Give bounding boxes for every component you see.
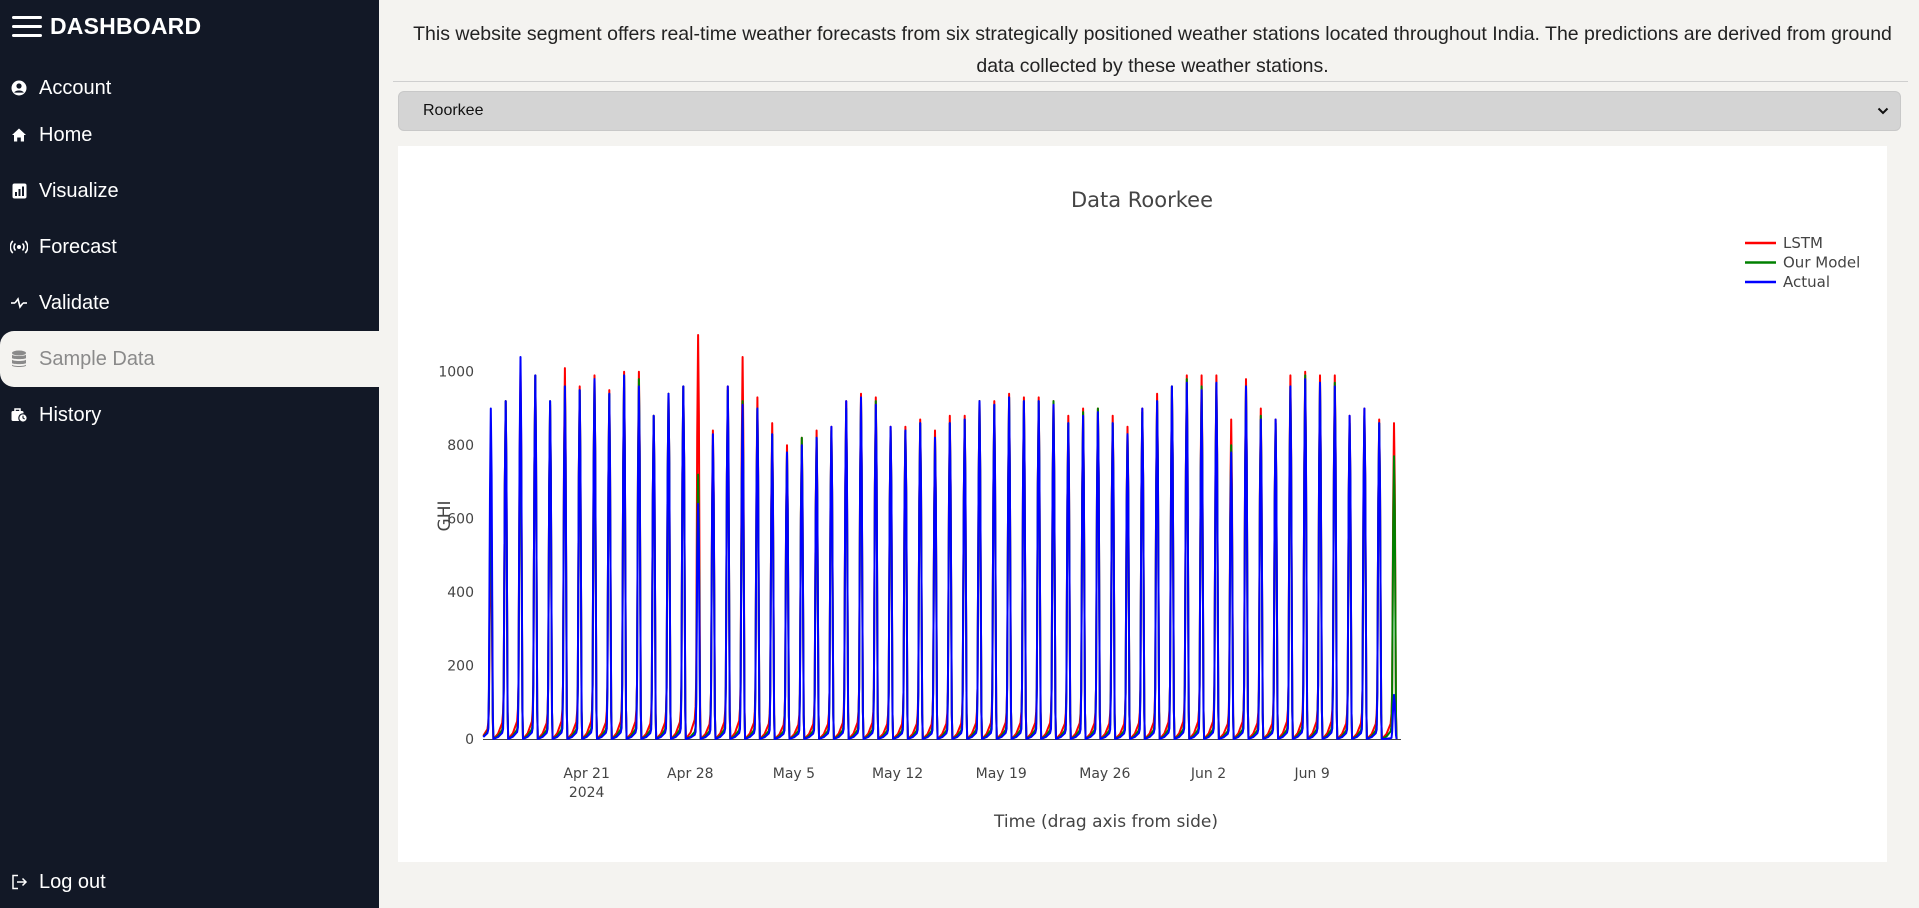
x-axis-label[interactable]: Time (drag axis from side): [993, 812, 1218, 832]
sidebar-item-label: History: [39, 403, 102, 426]
logout-button[interactable]: Log out: [0, 854, 379, 908]
sidebar: DASHBOARD Account Home Visualize Forecas…: [0, 0, 379, 908]
history-icon: [9, 405, 29, 425]
legend-label[interactable]: LSTM: [1783, 234, 1823, 252]
validate-icon: [9, 293, 29, 313]
y-tick-label: 200: [447, 659, 474, 675]
legend-label[interactable]: Our Model: [1783, 254, 1860, 272]
x-tick-label: May 19: [976, 766, 1027, 782]
y-tick-label: 1000: [438, 365, 474, 381]
divider: [393, 81, 1908, 82]
x-tick-label: May 12: [872, 766, 923, 782]
sidebar-item-label: Forecast: [39, 235, 117, 258]
broadcast-icon: [9, 237, 29, 257]
intro-text: This website segment offers real-time we…: [413, 23, 1892, 77]
chart-card: Data Roorkee 0 200 400 600 800 1000 Apr 21 202…: [398, 146, 1887, 862]
sidebar-item-sample-data[interactable]: Sample Data: [0, 331, 379, 387]
y-tick-label: 800: [447, 438, 474, 454]
sidebar-item-account[interactable]: Account: [0, 60, 379, 116]
brand-title: DASHBOARD: [50, 12, 202, 39]
station-select[interactable]: Roorkee: [398, 91, 1901, 131]
account-icon: [9, 78, 29, 98]
chart-icon: [9, 181, 29, 201]
x-tick-label: Jun 9: [1294, 766, 1330, 782]
logout-label: Log out: [39, 870, 106, 893]
sidebar-item-label: Account: [39, 76, 112, 99]
sidebar-item-validate[interactable]: Validate: [0, 275, 379, 331]
x-tick-label: Apr 28: [667, 766, 713, 782]
y-tick-label: 600: [447, 512, 474, 528]
brand: DASHBOARD: [12, 10, 201, 42]
chevron-down-icon: [1876, 104, 1890, 118]
x-tick-label: May 5: [773, 766, 815, 782]
sidebar-item-label: Home: [39, 123, 93, 146]
legend-label[interactable]: Actual: [1783, 273, 1830, 291]
hamburger-menu-icon[interactable]: [12, 13, 42, 39]
x-tick-label: Jun 2: [1190, 766, 1226, 782]
home-icon: [9, 125, 29, 145]
logout-icon: [9, 872, 29, 892]
sidebar-item-home[interactable]: Home: [0, 107, 379, 163]
sidebar-item-label: Visualize: [39, 179, 119, 202]
sidebar-item-visualize[interactable]: Visualize: [0, 163, 379, 219]
database-icon: [9, 349, 29, 369]
station-select-value: Roorkee: [423, 102, 484, 119]
y-axis-label: GHI: [435, 501, 455, 532]
x-tick-label: May 26: [1079, 766, 1130, 782]
sidebar-item-label: Validate: [39, 291, 110, 314]
sidebar-item-forecast[interactable]: Forecast: [0, 219, 379, 275]
series-line-actual[interactable]: [482, 356, 1398, 740]
x-tick-label: Apr 21: [563, 766, 609, 782]
chart-svg[interactable]: Data Roorkee 0 200 400 600 800 1000 Apr 21 202…: [398, 146, 1887, 862]
sidebar-item-label: Sample Data: [39, 347, 155, 370]
y-tick-label: 0: [465, 732, 474, 748]
y-tick-label: 400: [447, 585, 474, 601]
x-tick-sublabel: 2024: [569, 785, 605, 801]
chart-title: Data Roorkee: [1071, 188, 1213, 212]
sidebar-item-history[interactable]: History: [0, 387, 379, 443]
